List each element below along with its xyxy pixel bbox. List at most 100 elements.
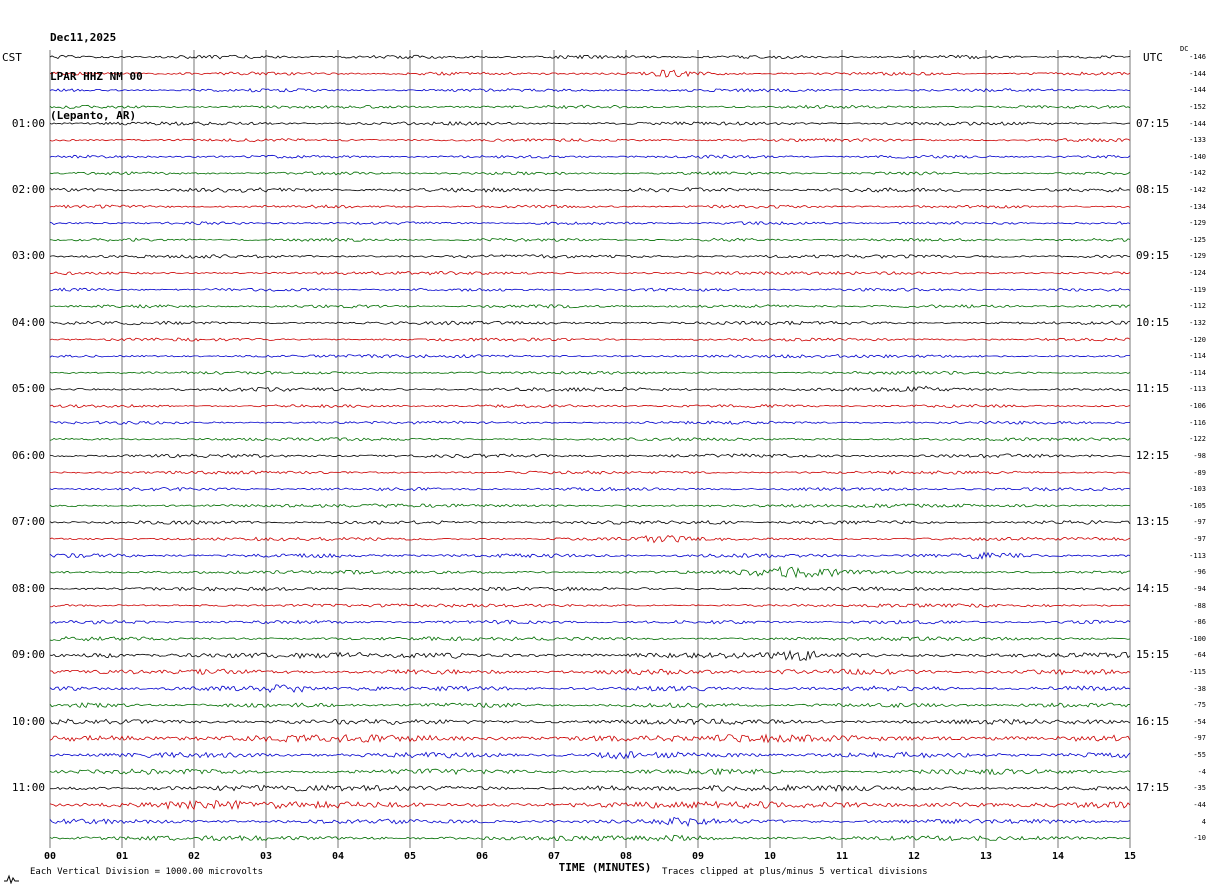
cst-hour-label: 11:00 xyxy=(11,781,45,795)
minute-tick-label: 11 xyxy=(835,851,849,862)
dc-offset-value: -133 xyxy=(1189,136,1206,145)
dc-offset-value: -142 xyxy=(1189,169,1206,178)
cst-hour-label: 07:00 xyxy=(11,515,45,529)
seismo-trace xyxy=(49,254,1131,259)
dc-offset-value: -122 xyxy=(1189,435,1206,444)
seismo-trace xyxy=(49,304,1131,309)
dc-offset-value: -152 xyxy=(1189,102,1206,111)
seismo-trace xyxy=(49,519,1131,525)
seismo-trace xyxy=(49,320,1131,326)
seismo-trace xyxy=(49,684,1131,693)
dc-offset-value: -97 xyxy=(1193,734,1206,743)
minute-tick-label: 14 xyxy=(1051,851,1065,862)
dc-offset-value: -35 xyxy=(1193,784,1206,793)
seismo-trace xyxy=(49,565,1131,579)
right-timezone-label: UTC xyxy=(1143,51,1163,64)
cst-hour-label: 06:00 xyxy=(11,448,45,462)
minute-tick-label: 00 xyxy=(43,851,57,862)
title-station: LPAR HHZ NM 00 xyxy=(50,70,143,83)
seismo-trace xyxy=(49,783,1131,792)
clip-note: Traces clipped at plus/minus 5 vertical … xyxy=(662,867,928,877)
dc-offset-value: -115 xyxy=(1189,667,1206,676)
seismo-trace xyxy=(49,270,1131,276)
seismo-trace xyxy=(49,733,1131,744)
seismo-trace xyxy=(49,718,1131,726)
utc-hour-label: 10:15 xyxy=(1136,315,1170,329)
seismo-trace xyxy=(49,586,1131,592)
seismo-trace xyxy=(49,385,1131,392)
dc-offset-value: -105 xyxy=(1189,501,1206,510)
cst-hour-label: 01:00 xyxy=(11,116,45,130)
utc-hour-label: 16:15 xyxy=(1136,714,1170,728)
minute-tick-label: 13 xyxy=(979,851,993,862)
dc-offset-value: -120 xyxy=(1189,335,1206,344)
seismo-trace xyxy=(49,171,1131,176)
dc-offset-value: -4 xyxy=(1197,767,1206,776)
dc-offset-value: -113 xyxy=(1189,551,1206,560)
seismo-trace xyxy=(49,702,1131,709)
seismo-trace xyxy=(49,204,1131,209)
utc-hour-label: 14:15 xyxy=(1136,581,1170,595)
dc-offset-value: -97 xyxy=(1193,535,1206,543)
seismo-trace xyxy=(49,751,1131,760)
minute-tick-label: 12 xyxy=(907,851,921,862)
seismo-trace xyxy=(49,503,1131,509)
minute-tick-label: 09 xyxy=(691,851,705,862)
dc-offset-value: -114 xyxy=(1189,352,1206,361)
minute-tick-label: 01 xyxy=(115,851,129,862)
cst-hour-label: 03:00 xyxy=(11,249,45,263)
dc-offset-value: -129 xyxy=(1189,219,1206,228)
seismo-trace xyxy=(49,237,1131,242)
seismo-trace xyxy=(49,120,1131,126)
seismo-trace xyxy=(49,87,1131,93)
utc-hour-label: 11:15 xyxy=(1136,382,1170,396)
dc-offset-value: -146 xyxy=(1189,53,1206,61)
cst-hour-label: 05:00 xyxy=(11,382,45,396)
minute-tick-label: 10 xyxy=(763,851,777,862)
dc-offset-value: 4 xyxy=(1201,817,1206,826)
minute-tick-label: 03 xyxy=(259,851,273,862)
utc-hour-label: 09:15 xyxy=(1136,249,1170,263)
dc-offset-value: -96 xyxy=(1193,568,1206,577)
cst-hour-label: 04:00 xyxy=(11,315,45,329)
seismo-trace xyxy=(49,353,1131,359)
seismo-trace xyxy=(49,187,1131,193)
seismo-trace xyxy=(49,534,1131,544)
dc-offset-value: -112 xyxy=(1189,302,1206,311)
seismo-trace xyxy=(49,649,1131,662)
utc-hour-label: 07:15 xyxy=(1136,116,1170,130)
dc-offset-value: -86 xyxy=(1193,618,1206,627)
dc-offset-value: -132 xyxy=(1189,318,1206,327)
utc-hour-label: 15:15 xyxy=(1136,648,1170,662)
seismo-trace xyxy=(49,403,1131,409)
dc-offset-value: -103 xyxy=(1189,485,1206,494)
seismo-trace xyxy=(49,287,1131,292)
seismo-trace xyxy=(49,834,1131,842)
minute-tick-label: 07 xyxy=(547,851,561,862)
dc-offset-value: -100 xyxy=(1189,634,1206,643)
dc-offset-value: -134 xyxy=(1189,202,1206,211)
utc-hour-label: 12:15 xyxy=(1136,448,1170,462)
minute-tick-label: 02 xyxy=(187,851,201,862)
scale-note: Each Vertical Division = 1000.00 microvo… xyxy=(30,867,263,877)
minute-tick-label: 15 xyxy=(1123,851,1137,862)
seismo-trace xyxy=(49,337,1131,342)
seismo-trace xyxy=(49,420,1131,425)
dc-offset-value: -97 xyxy=(1193,518,1206,527)
dc-column-header: DC xyxy=(1180,45,1189,53)
dc-offset-value: -144 xyxy=(1189,86,1206,95)
dc-offset-value: -124 xyxy=(1189,269,1206,278)
dc-offset-value: -129 xyxy=(1189,252,1206,261)
dc-offset-value: -94 xyxy=(1193,584,1206,593)
title-location: (Lepanto, AR) xyxy=(50,109,137,122)
dc-offset-value: -140 xyxy=(1189,152,1206,161)
dc-offset-value: -116 xyxy=(1189,418,1206,427)
dc-offset-value: -106 xyxy=(1189,402,1206,410)
seismo-trace xyxy=(49,636,1131,642)
seismo-trace xyxy=(49,551,1131,560)
cst-hour-label: 10:00 xyxy=(11,714,45,728)
title-block: Dec11,2025 LPAR HHZ NM 00 (Lepanto, AR) xyxy=(50,5,143,148)
dc-offset-value: -125 xyxy=(1189,235,1206,244)
